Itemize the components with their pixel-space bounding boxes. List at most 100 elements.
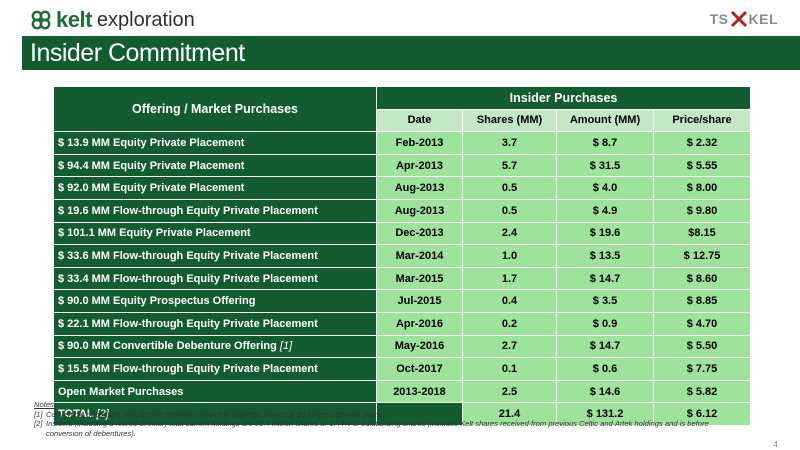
table-row: $ 101.1 MM Equity Private Placement Dec-…: [53, 221, 752, 246]
insider-purchases-group-header: Insider Purchases: [375, 86, 752, 110]
footnote-ref: [2]: [96, 408, 109, 421]
note-item: [2] Insiders (including a retired directo…: [34, 419, 734, 438]
shares-cell: 0.4: [462, 289, 557, 313]
date-cell: 2013-2018: [376, 379, 463, 404]
total-label: TOTAL: [58, 408, 94, 421]
table-row: Open Market Purchases 2013-2018 2.5 $ 14…: [53, 379, 752, 404]
date-cell: Mar-2014: [376, 244, 463, 268]
date-cell: May-2016: [376, 334, 463, 359]
offering-label: $ 94.4 MM Equity Private Placement: [58, 159, 245, 172]
price-cell: $ 4.70: [652, 311, 752, 336]
table-row: $ 33.4 MM Flow-through Equity Private Pl…: [53, 266, 752, 291]
offering-label: $ 33.6 MM Flow-through Equity Private Pl…: [58, 249, 318, 262]
offering-label: $ 22.1 MM Flow-through Equity Private Pl…: [58, 317, 318, 330]
brand-suffix: exploration: [96, 8, 195, 31]
price-cell: $8.15: [652, 221, 752, 246]
table-row: $ 19.6 MM Flow-through Equity Private Pl…: [53, 198, 752, 223]
offering-label: $ 101.1 MM Equity Private Placement: [58, 227, 251, 240]
amount-cell: $ 0.9: [556, 311, 654, 336]
date-cell: Dec-2013: [376, 221, 463, 246]
date-cell: Feb-2013: [376, 131, 463, 155]
offering-label: $ 13.9 MM Equity Private Placement: [58, 136, 245, 149]
exchange-left-text: TS: [709, 11, 729, 27]
price-column-header: Price/share: [652, 108, 752, 133]
company-logo: kelt exploration: [30, 6, 195, 34]
amount-cell: $ 3.5: [556, 289, 654, 313]
title-bar: Insider Commitment: [22, 36, 800, 70]
offering-cell: $ 33.4 MM Flow-through Equity Private Pl…: [53, 266, 377, 291]
table-row: $ 33.6 MM Flow-through Equity Private Pl…: [53, 244, 752, 268]
insider-purchases-table: Offering / Market Purchases Insider Purc…: [53, 85, 752, 426]
price-cell: $ 8.00: [652, 176, 752, 200]
shares-cell: 2.4: [462, 221, 557, 246]
offering-label: $ 90.0 MM Convertible Debenture Offering: [58, 340, 277, 353]
shares-cell: 0.2: [462, 311, 557, 336]
page-number: 4: [773, 440, 778, 449]
price-cell: $ 12.75: [652, 244, 752, 268]
total-shares-cell: 21.4: [462, 402, 557, 426]
price-cell: $ 9.80: [652, 198, 752, 223]
table-row: $ 15.5 MM Flow-through Equity Private Pl…: [53, 357, 752, 381]
shares-cell: 0.5: [462, 176, 557, 200]
exchange-right-text: KEL: [748, 11, 778, 27]
offering-cell: $ 92.0 MM Equity Private Placement: [53, 176, 377, 200]
offering-label: $ 19.6 MM Flow-through Equity Private Pl…: [58, 204, 318, 217]
offering-label: $ 15.5 MM Flow-through Equity Private Pl…: [58, 362, 318, 375]
offering-label: Open Market Purchases: [58, 385, 184, 398]
amount-cell: $ 14.7: [556, 266, 654, 291]
offering-cell: $ 13.9 MM Equity Private Placement: [53, 131, 377, 155]
date-cell: Mar-2015: [376, 266, 463, 291]
offering-cell: $ 90.0 MM Equity Prospectus Offering: [53, 289, 377, 313]
offering-column-header: Offering / Market Purchases: [53, 85, 377, 133]
table-header-row-2: Date Shares (MM) Amount (MM) Price/share: [54, 108, 752, 133]
date-cell: Aug-2013: [376, 198, 463, 223]
shares-column-header: Shares (MM): [462, 108, 557, 133]
footnote-ref: [1]: [279, 340, 293, 353]
date-column-header: Date: [376, 108, 463, 133]
price-cell: $ 8.85: [652, 289, 752, 313]
table-row: $ 90.0 MM Convertible Debenture Offering…: [53, 334, 752, 359]
shares-cell: 1.7: [462, 266, 557, 291]
table-row: $ 22.1 MM Flow-through Equity Private Pl…: [53, 311, 752, 336]
offering-cell: $ 22.1 MM Flow-through Equity Private Pl…: [53, 311, 377, 336]
table-row: $ 90.0 MM Equity Prospectus Offering Jul…: [53, 289, 752, 313]
note-number: [2]: [34, 419, 43, 429]
price-cell: $ 8.60: [652, 266, 752, 291]
offering-cell: $ 33.6 MM Flow-through Equity Private Pl…: [53, 244, 377, 268]
offering-cell: $ 94.4 MM Equity Private Placement: [53, 153, 377, 178]
table-row: $ 94.4 MM Equity Private Placement Apr-2…: [53, 153, 752, 178]
amount-cell: $ 4.9: [556, 198, 654, 223]
tsx-x-icon: [730, 10, 747, 28]
shares-cell: 1.0: [462, 244, 557, 268]
amount-cell: $ 8.7: [556, 131, 654, 155]
date-cell: Apr-2013: [376, 153, 463, 178]
offering-cell: Open Market Purchases: [53, 379, 377, 404]
price-cell: $ 5.82: [652, 379, 752, 404]
note-text: Insiders (including a retired director) …: [46, 419, 709, 438]
date-cell: Oct-2017: [376, 357, 463, 381]
notes-section: Notes: [1] Convertible debenture includes…: [34, 400, 734, 438]
amount-cell: $ 4.0: [556, 176, 654, 200]
exchange-ticker-logo: TS KEL: [710, 10, 778, 28]
total-price-cell: $ 6.12: [652, 402, 752, 426]
total-row: TOTAL [2] 21.4 $ 131.2 $ 6.12: [53, 402, 752, 426]
offering-cell: $ 101.1 MM Equity Private Placement: [53, 221, 377, 246]
date-cell: Jul-2015: [376, 289, 463, 313]
shares-cell: 0.5: [462, 198, 557, 223]
price-cell: $ 5.55: [652, 153, 752, 178]
celtic-knot-icon: [31, 10, 51, 30]
note-number: [1]: [34, 409, 43, 419]
amount-cell: $ 19.6: [556, 221, 654, 246]
note-text: Convertible debenture includes the optio…: [46, 409, 384, 419]
offering-label: $ 92.0 MM Equity Private Placement: [58, 182, 245, 195]
note-item: [1] Convertible debenture includes the op…: [34, 410, 734, 420]
offering-label: $ 33.4 MM Flow-through Equity Private Pl…: [58, 272, 318, 285]
amount-cell: $ 0.6: [556, 357, 654, 381]
shares-cell: 2.7: [462, 334, 557, 359]
notes-title: Notes:: [34, 400, 56, 409]
amount-column-header: Amount (MM): [556, 108, 654, 133]
price-cell: $ 7.75: [652, 357, 752, 381]
shares-cell: 3.7: [462, 131, 557, 155]
offering-cell: $ 90.0 MM Convertible Debenture Offering…: [53, 334, 377, 359]
total-label-cell: TOTAL [2]: [53, 402, 377, 426]
